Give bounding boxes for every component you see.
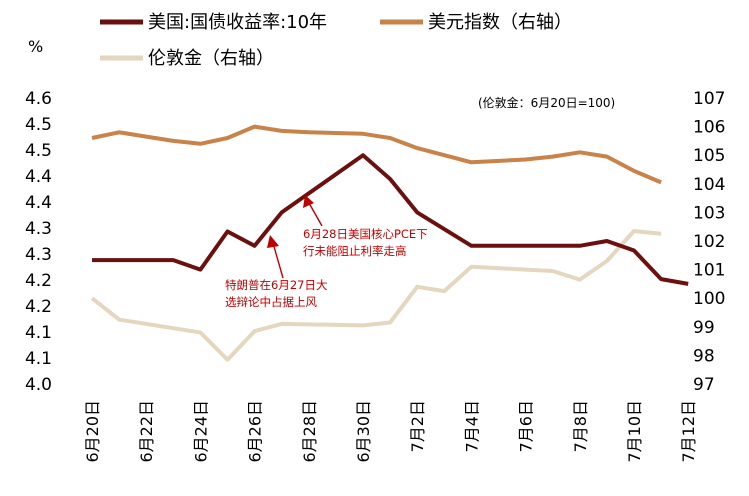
left-tick-label: 4.4 bbox=[25, 167, 52, 187]
legend-label-gold: 伦敦金（右轴） bbox=[148, 48, 274, 69]
x-tick-label: 7月4日 bbox=[462, 400, 481, 452]
x-tick-label: 6月30日 bbox=[354, 400, 373, 463]
right-tick-label: 101 bbox=[693, 261, 725, 281]
left-tick-label: 4.1 bbox=[25, 323, 52, 343]
x-tick-label: 6月20日 bbox=[83, 400, 102, 463]
series-line-dxy bbox=[91, 124, 662, 185]
annotation-trump-arrowhead bbox=[267, 235, 279, 248]
x-tick-label: 6月24日 bbox=[191, 400, 210, 463]
legend-label-dxy: 美元指数（右轴） bbox=[428, 12, 572, 33]
right-tick-label: 99 bbox=[693, 318, 715, 338]
annotation-pce-arrow bbox=[308, 202, 323, 227]
annotation-pce-line1: 6月28日美国核心PCE下 bbox=[303, 227, 428, 241]
x-tick-label: 7月2日 bbox=[408, 400, 427, 452]
annotation-pce: 6月28日美国核心PCE下 行未能阻止利率走高 bbox=[303, 195, 428, 258]
x-tick-label: 7月8日 bbox=[571, 400, 590, 452]
legend-label-yield: 美国:国债收益率:10年 bbox=[148, 12, 327, 33]
left-axis-ticks: 4.0 4.1 4.1 4.2 4.2 4.3 4.3 4.4 4.4 4.5 4.5 4.6 bbox=[25, 89, 52, 395]
x-tick-label: 7月12日 bbox=[679, 400, 698, 463]
left-tick-label: 4.4 bbox=[25, 193, 52, 213]
x-tick-label: 7月6日 bbox=[517, 400, 536, 452]
left-tick-label: 4.2 bbox=[25, 271, 52, 291]
series-layer bbox=[90, 124, 689, 362]
x-tick-label: 6月26日 bbox=[246, 400, 265, 463]
x-tick-label: 7月10日 bbox=[625, 400, 644, 463]
right-tick-label: 97 bbox=[693, 375, 715, 395]
left-tick-label: 4.0 bbox=[25, 375, 52, 395]
right-tick-label: 102 bbox=[693, 232, 725, 252]
left-tick-label: 4.5 bbox=[25, 115, 52, 135]
x-tick-label: 6月28日 bbox=[300, 400, 319, 463]
left-tick-label: 4.3 bbox=[25, 245, 52, 265]
left-tick-label: 4.2 bbox=[25, 297, 52, 317]
right-tick-label: 107 bbox=[693, 89, 725, 109]
annotation-pce-line2: 行未能阻止利率走高 bbox=[303, 244, 407, 258]
annotation-pce-arrowhead bbox=[303, 195, 314, 208]
left-tick-label: 4.5 bbox=[25, 141, 52, 161]
series-line-yield bbox=[92, 153, 689, 286]
annotation-trump: 特朗普在6月27日大 选辩论中占据上风 bbox=[225, 235, 328, 309]
right-tick-label: 105 bbox=[693, 146, 725, 166]
annotation-trump-arrow bbox=[272, 242, 284, 279]
left-axis-unit: % bbox=[28, 37, 43, 56]
annotation-trump-line2: 选辩论中占据上风 bbox=[225, 295, 317, 309]
right-tick-label: 100 bbox=[693, 289, 725, 309]
series-line-gold bbox=[90, 229, 662, 362]
right-tick-label: 104 bbox=[693, 175, 725, 195]
left-tick-label: 4.1 bbox=[25, 349, 52, 369]
right-axis-ticks: 97 98 99 100 101 102 103 104 105 106 107 bbox=[693, 89, 725, 395]
right-tick-label: 103 bbox=[693, 203, 725, 223]
right-tick-label: 106 bbox=[693, 118, 725, 138]
right-axis-note: (伦敦金：6月20日=100) bbox=[478, 95, 615, 110]
right-tick-label: 98 bbox=[693, 346, 715, 366]
annotation-trump-line1: 特朗普在6月27日大 bbox=[225, 278, 328, 292]
x-axis-ticks: 6月20日 6月22日 6月24日 6月26日 6月28日 6月30日 7月2日 7月4日 7月… bbox=[83, 400, 698, 463]
left-tick-label: 4.3 bbox=[25, 219, 52, 239]
left-tick-label: 4.6 bbox=[25, 89, 52, 109]
x-tick-label: 6月22日 bbox=[137, 400, 156, 463]
legend: 美国:国债收益率:10年 美元指数（右轴） 伦敦金（右轴） bbox=[100, 12, 572, 69]
